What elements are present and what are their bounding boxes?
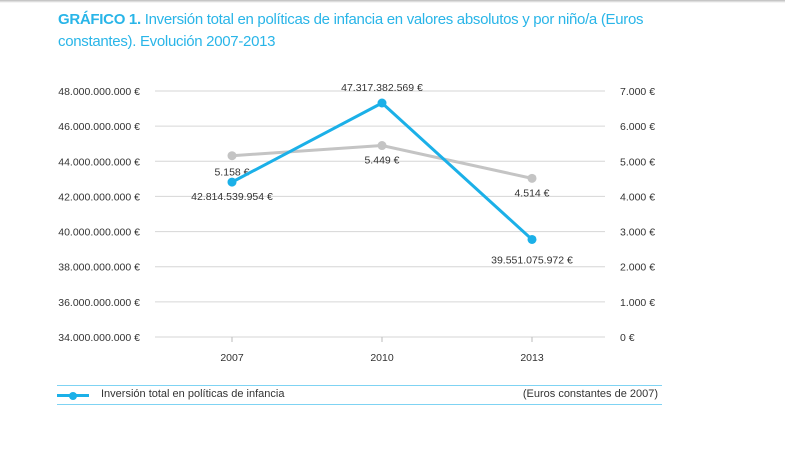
left-tick-label: 36.000.000.000 € (58, 297, 140, 309)
data-label: 5.158 € (214, 167, 249, 179)
right-tick-label: 1.000 € (620, 297, 655, 309)
left-tick-label: 44.000.000.000 € (58, 156, 140, 168)
right-tick-label: 0 € (620, 332, 635, 344)
data-point (527, 234, 537, 244)
title-text: Inversión total en políticas de infancia… (58, 11, 644, 50)
x-tick-label: 2013 (520, 352, 544, 364)
chart-title: GRÁFICO 1. Inversión total en políticas … (58, 9, 668, 53)
legend-swatch-icon (57, 391, 89, 400)
x-tick-label: 2007 (220, 352, 244, 364)
right-tick-label: 5.000 € (620, 156, 655, 168)
legend: Inversión total en políticas de infancia… (57, 385, 662, 405)
left-tick-label: 38.000.000.000 € (58, 262, 140, 274)
legend-label: Inversión total en políticas de infancia (101, 388, 285, 400)
series-line-0 (231, 101, 534, 241)
left-tick-label: 48.000.000.000 € (58, 86, 140, 98)
left-tick-label: 34.000.000.000 € (58, 332, 140, 344)
right-tick-label: 4.000 € (620, 191, 655, 203)
right-tick-label: 3.000 € (620, 227, 655, 239)
units-note: (Euros constantes de 2007) (522, 388, 658, 400)
left-tick-label: 42.000.000.000 € (58, 191, 140, 203)
data-label: 47.317.382.569 € (341, 82, 423, 94)
data-label: 39.551.075.972 € (491, 254, 573, 266)
right-tick-label: 2.000 € (620, 262, 655, 274)
left-tick-label: 46.000.000.000 € (58, 121, 140, 133)
data-label: 42.814.539.954 € (191, 191, 273, 203)
data-point (377, 141, 387, 151)
right-tick-label: 7.000 € (620, 86, 655, 98)
top-shadow (0, 0, 785, 3)
data-label: 5.449 € (364, 155, 399, 167)
data-label: 4.514 € (514, 187, 549, 199)
x-tick-label: 2010 (370, 352, 394, 364)
data-point (527, 173, 537, 183)
title-bold: GRÁFICO 1. (58, 11, 141, 28)
data-point (227, 177, 237, 187)
left-tick-label: 40.000.000.000 € (58, 227, 140, 239)
data-point (227, 151, 237, 161)
right-tick-label: 6.000 € (620, 121, 655, 133)
data-point (377, 98, 387, 108)
